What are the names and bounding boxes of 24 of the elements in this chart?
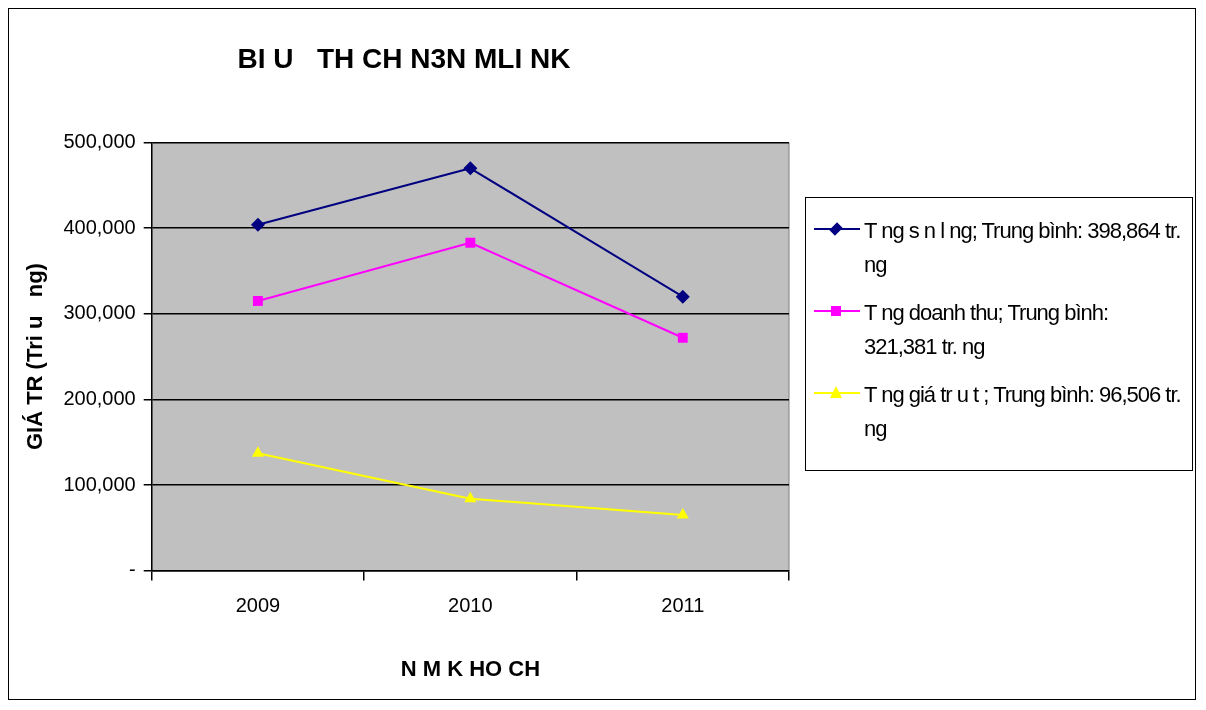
point bbox=[250, 217, 265, 232]
legend-label: T ng giá tr u t ; Trung bình: 96,506 tr. ng bbox=[864, 381, 1182, 443]
y-tick-label: 300,000 bbox=[63, 301, 136, 324]
y-axis-title: GIÁ TR (Tri u ng) bbox=[22, 263, 48, 451]
y-tick-label: 400,000 bbox=[63, 215, 136, 238]
y-tick-label: 100,000 bbox=[63, 472, 136, 495]
point bbox=[464, 491, 477, 503]
point bbox=[251, 446, 264, 457]
y-tick-label: 200,000 bbox=[63, 386, 136, 409]
point bbox=[676, 507, 689, 519]
x-tick-label: 2011 bbox=[661, 594, 705, 617]
point bbox=[465, 237, 476, 248]
point bbox=[675, 289, 690, 304]
point bbox=[252, 296, 263, 306]
point bbox=[463, 161, 478, 176]
x-axis-title: N M K HO CH bbox=[400, 655, 541, 681]
chart-title: BI U TH CH N3N MLI NK bbox=[237, 42, 571, 74]
legend-label: T ng doanh thu; Trung bình: 321,381 tr. ng bbox=[864, 299, 1110, 361]
point bbox=[677, 332, 688, 343]
y-tick-label: - bbox=[129, 558, 136, 581]
y-tick-label: 500,000 bbox=[63, 130, 136, 153]
x-tick-label: 2009 bbox=[235, 594, 281, 617]
legend-label: T ng s n l ng; Trung bình: 398,864 tr. ng bbox=[864, 217, 1182, 279]
x-tick-label: 2010 bbox=[448, 594, 493, 617]
